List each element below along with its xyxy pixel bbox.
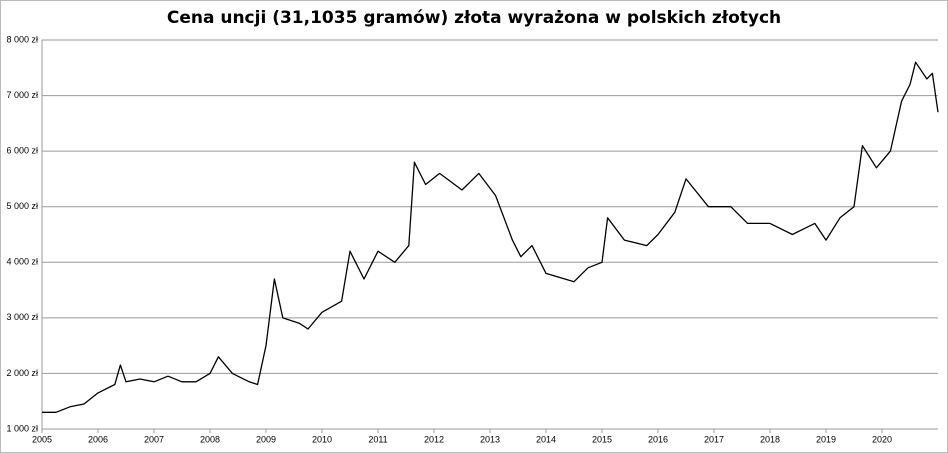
- x-tick-label: 2012: [424, 434, 444, 444]
- x-tick-label: 2013: [480, 434, 500, 444]
- x-tick-label: 2006: [88, 434, 108, 444]
- x-tick-label: 2017: [704, 434, 724, 444]
- y-tick-label: 7 000 zł: [6, 90, 38, 100]
- chart-title: Cena uncji (31,1035 gramów) złota wyrażo…: [167, 8, 781, 28]
- x-tick-label: 2018: [760, 434, 780, 444]
- y-tick-label: 1 000 zł: [6, 423, 38, 433]
- price-line: [42, 61, 939, 413]
- x-tick-label: 2008: [200, 434, 220, 444]
- x-tick-label: 2009: [256, 434, 276, 444]
- x-tick-label: 2005: [32, 434, 52, 444]
- x-tick-label: 2019: [816, 434, 836, 444]
- y-tick-label: 2 000 zł: [6, 368, 38, 378]
- x-tick-label: 2016: [648, 434, 668, 444]
- x-tick-label: 2014: [536, 434, 556, 444]
- y-tick-label: 3 000 zł: [6, 312, 38, 322]
- y-tick-label: 5 000 zł: [6, 201, 38, 211]
- y-tick-label: 6 000 zł: [6, 146, 38, 156]
- y-tick-label: 4 000 zł: [6, 257, 38, 267]
- x-tick-label: 2020: [872, 434, 892, 444]
- x-tick-label: 2007: [144, 434, 164, 444]
- x-tick-label: 2015: [592, 434, 612, 444]
- x-tick-label: 2010: [312, 434, 332, 444]
- x-tick-label: 2011: [368, 434, 387, 444]
- y-tick-label: 8 000 zł: [6, 34, 38, 44]
